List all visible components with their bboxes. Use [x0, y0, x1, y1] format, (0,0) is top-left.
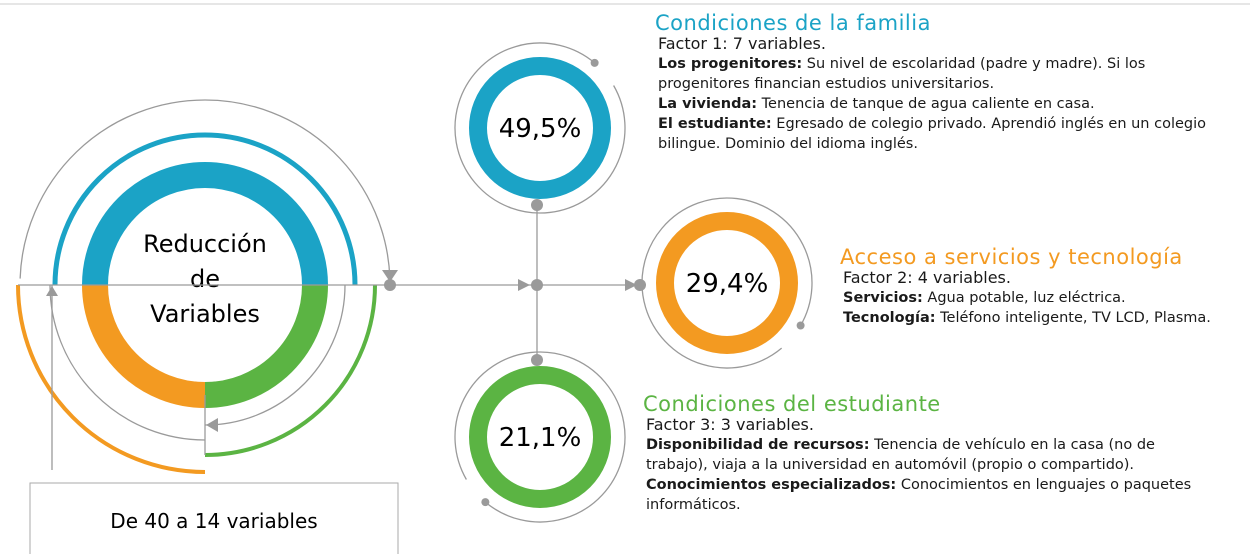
outer-arc: [204, 284, 377, 457]
factor-percent: 49,5%: [499, 114, 582, 144]
outer-arc: [49, 284, 206, 441]
item-text: Teléfono inteligente, TV LCD, Plasma.: [940, 310, 1211, 326]
item-text: Egresado de colegio privado. Aprendió in…: [658, 116, 1207, 152]
node: [531, 199, 543, 211]
factor-item: Los progenitores: Su nivel de escolarida…: [655, 54, 1215, 94]
node: [634, 279, 646, 291]
factor-item: La vivienda: Tenencia de tanque de agua …: [655, 94, 1215, 114]
factor-text: Condiciones del estudiante Factor 3: 3 va…: [643, 393, 1213, 515]
item-text: Agua potable, luz eléctrica.: [927, 290, 1126, 306]
factor-ring: [656, 212, 798, 354]
factor-item: El estudiante: Egresado de colegio priva…: [655, 114, 1215, 154]
factor-item: Conocimientos especializados: Conocimien…: [643, 475, 1213, 515]
arrow: [518, 279, 530, 291]
factor-item: Tecnología: Teléfono inteligente, TV LCD…: [840, 308, 1240, 328]
factor-text: Acceso a servicios y tecnología Factor 2:…: [840, 246, 1240, 328]
arrow: [206, 418, 218, 432]
arrow-tip: [590, 58, 599, 67]
center-line: Variables: [150, 300, 260, 328]
node: [384, 279, 396, 291]
factor-title: Acceso a servicios y tecnología: [840, 245, 1183, 269]
outer-arc: [19, 99, 391, 279]
item-label: Servicios:: [843, 290, 923, 306]
item-text: Su nivel de escolaridad (padre y madre).…: [658, 56, 1146, 92]
item-label: Tecnología:: [843, 310, 936, 326]
ring-outline: [454, 42, 626, 214]
item-label: Los progenitores:: [658, 56, 803, 72]
factor-subtitle: Factor 2: 4 variables.: [843, 268, 1011, 287]
arrow: [46, 286, 58, 296]
ring-segment: [82, 284, 206, 408]
factor-title: Condiciones del estudiante: [643, 392, 941, 416]
factor-ring: [469, 366, 611, 508]
item-text: Conocimientos en lenguajes o paquetes in…: [646, 477, 1192, 513]
factor-title: Condiciones de la familia: [655, 11, 931, 35]
item-text: Tenencia de tanque de agua caliente en c…: [761, 96, 1095, 112]
item-text: Tenencia de vehículo en la casa (no de t…: [646, 437, 1155, 473]
ring-outline: [641, 197, 813, 369]
center-line: Reducción: [143, 230, 267, 258]
factor-item: Servicios: Agua potable, luz eléctrica.: [840, 288, 1240, 308]
summary-text: De 40 a 14 variables: [110, 509, 317, 533]
factor-text: Condiciones de la familia Factor 1: 7 var…: [655, 12, 1215, 154]
item-label: Conocimientos especializados:: [646, 477, 897, 493]
factor-item: Disponibilidad de recursos: Tenencia de …: [643, 435, 1213, 475]
item-label: Disponibilidad de recursos:: [646, 437, 870, 453]
summary-box: [29, 482, 399, 554]
ring-outline: [454, 351, 626, 523]
factor-subtitle: Factor 3: 3 variables.: [646, 415, 814, 434]
factor-percent: 29,4%: [686, 269, 769, 299]
center-line: de: [190, 265, 220, 293]
arrow: [625, 279, 637, 291]
ring-segment: [204, 284, 328, 408]
node: [531, 279, 543, 291]
factor-ring: [469, 57, 611, 199]
ring-segment: [82, 162, 328, 286]
factor-subtitle: Factor 1: 7 variables.: [658, 34, 826, 53]
connector: [390, 205, 640, 360]
outer-arc: [16, 284, 206, 474]
item-label: El estudiante:: [658, 116, 772, 132]
node: [531, 354, 543, 366]
item-label: La vivienda:: [658, 96, 758, 112]
arrow-tip: [796, 321, 805, 330]
arrow: [382, 270, 398, 282]
arrow-tip: [481, 498, 490, 507]
outer-arc: [52, 132, 358, 286]
outer-arc: [204, 284, 346, 426]
factor-percent: 21,1%: [499, 423, 582, 453]
